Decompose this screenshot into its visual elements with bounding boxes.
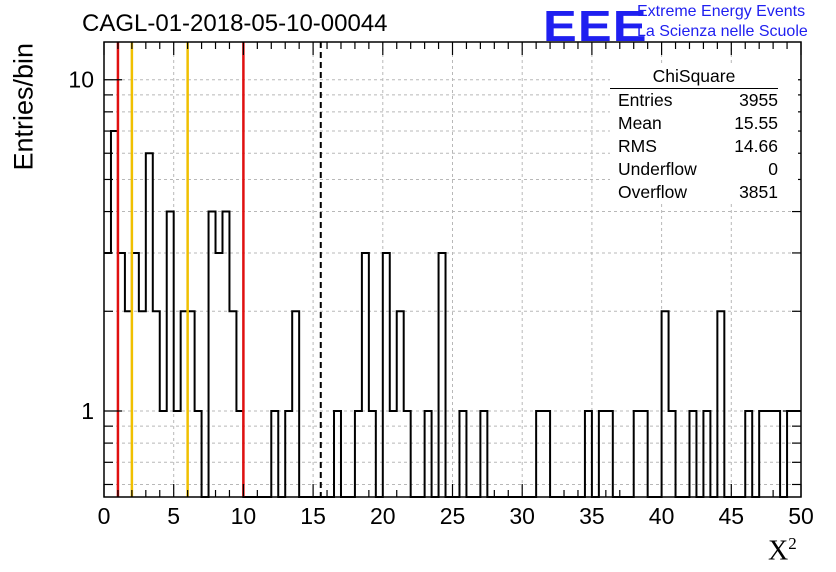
stats-value: 14.66	[734, 136, 778, 156]
histogram-bin	[222, 212, 229, 497]
x-tick-label: 50	[788, 503, 814, 529]
histogram-bin	[229, 311, 236, 497]
histogram-bin	[160, 411, 167, 497]
histogram-bin	[599, 411, 606, 497]
histogram-bin	[717, 311, 724, 497]
x-tick-label: 40	[649, 503, 675, 529]
logo-line-1: Extreme Energy Events	[637, 3, 806, 20]
histogram-bin	[689, 411, 696, 497]
x-tick-label: 15	[300, 503, 326, 529]
histogram-bin	[334, 411, 341, 497]
stats-row: RMS 14.66	[610, 135, 778, 158]
stats-value: 0	[768, 159, 778, 179]
histogram-bin	[669, 411, 676, 497]
logo-line-2: La Scienza nelle Scuole	[637, 23, 808, 40]
histogram-bin	[662, 311, 669, 497]
histogram-bin	[369, 411, 376, 497]
y-tick-label: 10	[68, 67, 94, 93]
histogram-bin	[703, 411, 710, 497]
stats-title: ChiSquare	[610, 66, 778, 89]
stats-row: Entries 3955	[610, 89, 778, 112]
y-tick-label: 1	[81, 398, 94, 424]
x-tick-label: 0	[98, 503, 111, 529]
stats-row: Overflow 3851	[610, 181, 778, 204]
chart-title: CAGL-01-2018-05-10-00044	[82, 10, 388, 37]
x-tick-label: 25	[440, 503, 466, 529]
x-tick-label: 10	[231, 503, 257, 529]
histogram-bin	[397, 311, 404, 497]
stats-row: Underflow 0	[610, 158, 778, 181]
y-axis-label: Entries/bin	[8, 42, 39, 171]
histogram-bin	[536, 411, 543, 497]
histogram-bin	[104, 253, 111, 497]
histogram-bin	[543, 411, 550, 497]
histogram-bin	[773, 411, 780, 497]
stats-value: 15.55	[734, 113, 778, 133]
histogram-bin	[459, 411, 466, 497]
stats-row: Mean 15.55	[610, 112, 778, 135]
histogram-bin	[209, 212, 216, 497]
stats-label: Overflow	[618, 182, 688, 202]
histogram-bin	[195, 411, 202, 497]
x-tick-label: 20	[370, 503, 396, 529]
stats-label: Entries	[618, 90, 673, 110]
histogram-bin	[439, 253, 446, 497]
stats-label: Mean	[618, 113, 662, 133]
histogram-bin	[759, 411, 766, 497]
x-tick-label: 5	[167, 503, 180, 529]
histogram-bin	[585, 411, 592, 497]
histogram-bin	[174, 411, 181, 497]
x-axis-label: X2	[768, 534, 797, 567]
stats-value: 3851	[739, 182, 778, 202]
x-tick-label: 35	[579, 503, 605, 529]
histogram-bin	[355, 411, 362, 497]
histogram-bin	[285, 411, 292, 497]
histogram-bin	[271, 411, 278, 497]
histogram-bin	[480, 411, 487, 497]
stats-value: 3955	[739, 90, 778, 110]
histogram-bin	[139, 311, 146, 497]
histogram-bin	[146, 153, 153, 497]
histogram-bin	[634, 411, 641, 497]
x-tick-label: 45	[719, 503, 745, 529]
x-tick-label: 30	[509, 503, 535, 529]
histogram-bin	[216, 253, 223, 497]
stats-label: RMS	[618, 136, 657, 156]
histogram-bin	[383, 253, 390, 497]
histogram-bin	[745, 411, 752, 497]
eee-logo-mark: EEE	[543, 2, 648, 51]
histogram-bin	[390, 411, 397, 497]
stats-box: ChiSquare Entries 3955 Mean 15.55 RMS 14.66 Un…	[610, 66, 798, 204]
stats-label: Underflow	[618, 159, 697, 179]
histogram-bin	[641, 411, 648, 497]
histogram-bin	[167, 212, 174, 497]
histogram-bin	[766, 411, 773, 497]
histogram-bin	[362, 253, 369, 497]
histogram-bin	[606, 411, 613, 497]
histogram-bin	[292, 311, 299, 497]
histogram-bin	[404, 411, 411, 497]
histogram-bin	[153, 311, 160, 497]
histogram-bin	[425, 411, 432, 497]
